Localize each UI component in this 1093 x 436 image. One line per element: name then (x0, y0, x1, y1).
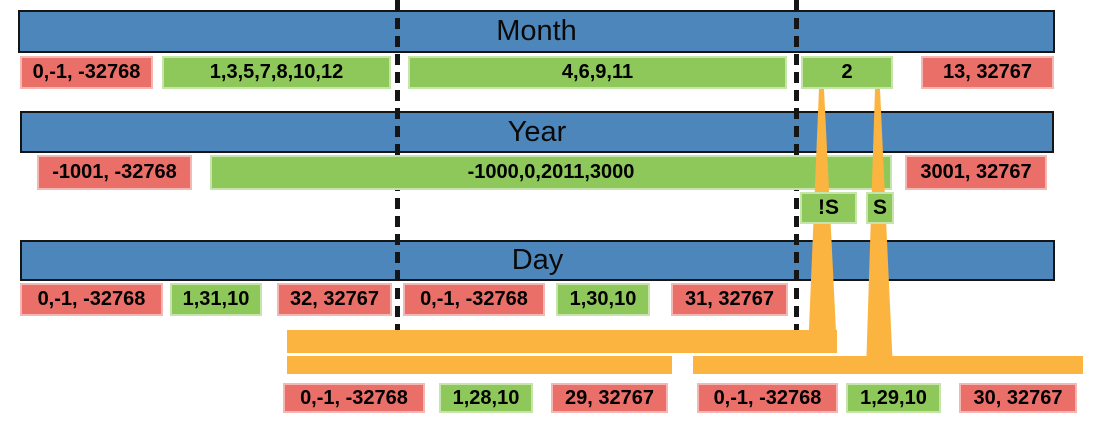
day-partition-invalid-high-31: 32, 32767 (277, 283, 392, 316)
year-partition-valid: -1000,0,2011,3000 (210, 155, 892, 190)
nonleap-group-bar (287, 356, 672, 374)
feb-nonleap-invalid-high: 29, 32767 (551, 383, 668, 413)
year-title: Year (507, 115, 567, 148)
month-partition-valid-30day: 4,6,9,11 (408, 56, 787, 89)
month-bar: Month (18, 10, 1055, 53)
month-title: Month (496, 15, 577, 47)
month-partition-invalid-low: 0,-1, -32768 (20, 56, 153, 89)
feb-nonleap-invalid-low: 0,-1, -32768 (283, 383, 425, 413)
day-title: Day (511, 244, 564, 276)
year-bar: Year (20, 111, 1054, 153)
year-partition-invalid-low: -1001, -32768 (37, 155, 192, 190)
flag-nonleap-year: !S (800, 192, 857, 224)
day-partition-valid-30: 1,30,10 (556, 283, 650, 316)
year-partition-invalid-high: 3001, 32767 (905, 155, 1047, 190)
month-partition-valid-31day: 1,3,5,7,8,10,12 (162, 56, 391, 89)
feb-nonleap-valid: 1,28,10 (439, 383, 533, 413)
nonleap-connector-bar (287, 330, 837, 353)
day-partition-invalid-low-31: 0,-1, -32768 (20, 283, 163, 316)
flag-leap-year: S (866, 192, 894, 224)
day-partition-valid-31: 1,31,10 (170, 283, 262, 316)
day-partition-invalid-high-30: 31, 32767 (671, 283, 788, 316)
feb-leap-valid: 1,29,10 (846, 383, 941, 413)
feb-leap-invalid-high: 30, 32767 (959, 383, 1077, 413)
month-partition-invalid-high: 13, 32767 (921, 56, 1054, 89)
month-partition-valid-february: 2 (801, 56, 893, 89)
leap-group-bar (693, 356, 1083, 374)
feb-leap-invalid-low: 0,-1, -32768 (697, 383, 838, 413)
day-bar: Day (20, 240, 1055, 281)
day-partition-invalid-low-30: 0,-1, -32768 (403, 283, 545, 316)
